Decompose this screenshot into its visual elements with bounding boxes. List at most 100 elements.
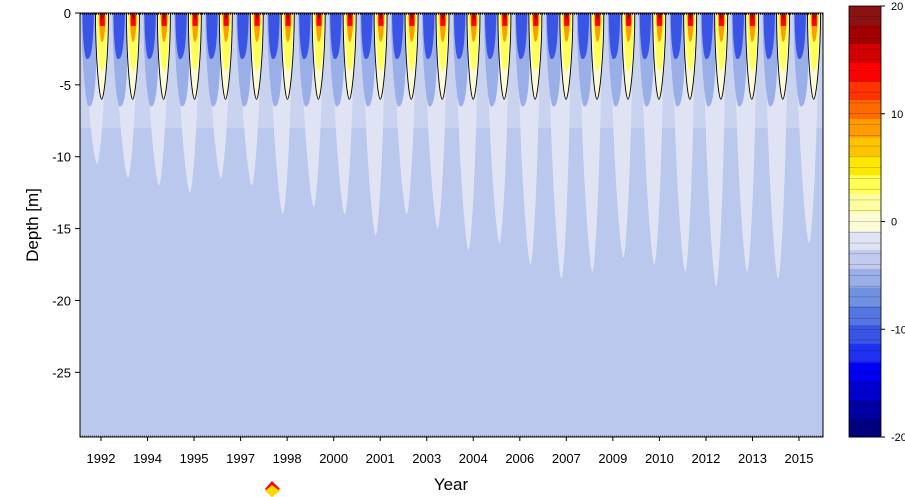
summer-darkred-11 (441, 13, 445, 19)
summer-red-19 (688, 13, 693, 26)
colorbar-segment-14 (849, 155, 881, 176)
zero-contour-lines (95, 12, 821, 100)
summer-darkred-23 (813, 13, 816, 19)
colorbar-tick-label-0: 20 (891, 1, 903, 13)
zero-contour-9 (373, 12, 388, 100)
y-tick-label-4: -20 (52, 293, 71, 308)
summer-darkred-22 (782, 13, 785, 19)
zero-contour-15 (559, 12, 574, 100)
x-tick-label-9: 2006 (505, 451, 534, 466)
summer-red-0 (99, 13, 105, 26)
colorbar-segment-3 (849, 362, 881, 382)
winter-strong-blue-16 (577, 13, 590, 59)
summer-darkred-21 (751, 13, 754, 19)
summer-darkred-8 (348, 13, 352, 19)
zero-contour-23 (807, 12, 821, 100)
summer-darkred-6 (286, 13, 290, 19)
zero-contour-18 (652, 12, 667, 100)
summer-red-17 (626, 13, 632, 26)
summer-darkred-17 (627, 13, 630, 19)
colorbar-segment-15 (849, 137, 881, 157)
y-tick-label-3: -15 (52, 222, 71, 237)
winter-strong-blue-3 (175, 13, 187, 59)
colorbar-tick-label-1: 10 (891, 109, 903, 121)
zero-contour-16 (590, 12, 605, 100)
winter-strong-blue-1 (113, 13, 125, 59)
winter-strong-blue-7 (299, 13, 311, 59)
summer-red-23 (811, 13, 817, 26)
summer-darkred-3 (193, 13, 197, 19)
cursor-marker-icon (265, 481, 280, 497)
summer-darkred-19 (689, 13, 692, 19)
winter-strong-blue-17 (608, 13, 621, 59)
summer-red-10 (409, 13, 415, 26)
winter-strong-blue-18 (639, 13, 652, 59)
colorbar-segment-6 (849, 305, 881, 326)
colorbar-segment-19 (849, 62, 881, 82)
summer-darkred-1 (132, 13, 135, 19)
x-tick-label-11: 2009 (598, 451, 627, 466)
summer-red-4 (223, 13, 229, 26)
winter-strong-blue-22 (763, 13, 776, 59)
summer-darkred-9 (379, 13, 383, 19)
zero-contour-12 (466, 12, 481, 100)
colorbar-tick-label-4: -20 (891, 432, 905, 444)
zero-contour-7 (311, 12, 326, 100)
winter-strong-blue-9 (361, 13, 373, 59)
colorbar-tick-label-2: 0 (891, 217, 897, 229)
summer-red-6 (285, 13, 291, 26)
colorbar-segment-22 (849, 6, 881, 26)
summer-red-9 (378, 13, 384, 26)
summer-darkred-18 (658, 13, 661, 19)
summer-red-15 (564, 13, 570, 26)
zero-contour-0 (95, 12, 109, 100)
summer-darkred-14 (534, 13, 537, 19)
zero-contour-22 (776, 12, 791, 100)
winter-strong-blue-2 (144, 13, 156, 59)
summer-darkred-7 (317, 13, 321, 19)
x-tick-label-12: 2010 (645, 451, 674, 466)
colorbar-segment-9 (849, 249, 881, 269)
zero-contour-1 (125, 12, 140, 100)
summer-darkred-4 (224, 13, 228, 19)
y-tick-label-2: -10 (52, 150, 71, 165)
y-tick-label-5: -25 (52, 365, 71, 380)
zero-contour-8 (342, 12, 357, 100)
colorbar-segment-7 (849, 287, 881, 307)
x-tick-label-15: 2015 (785, 451, 814, 466)
summer-darkred-16 (596, 13, 599, 19)
winter-strong-blue-4 (206, 13, 218, 59)
colorbar-segment-20 (849, 43, 881, 63)
summer-red-13 (502, 13, 508, 26)
summer-red-14 (533, 13, 539, 26)
zero-contour-14 (528, 12, 543, 100)
zero-contour-4 (218, 12, 233, 100)
zero-contour-6 (280, 12, 295, 100)
colorbar-segment-13 (849, 174, 881, 194)
winter-strong-blue-0 (82, 13, 94, 59)
winter-strong-blue-13 (484, 13, 497, 59)
zero-contour-21 (745, 12, 760, 100)
colorbar-segment-4 (849, 343, 881, 363)
x-tick-label-7: 2003 (412, 451, 441, 466)
summer-red-16 (595, 13, 601, 26)
winter-strong-blue-5 (237, 13, 249, 59)
colorbar-segment-18 (849, 80, 881, 101)
upper-layer-band (80, 13, 823, 128)
summer-red-21 (749, 13, 755, 26)
summer-darkred-20 (720, 13, 723, 19)
summer-red-11 (440, 13, 446, 26)
y-tick-label-1: -5 (59, 78, 71, 93)
zero-contour-10 (404, 12, 419, 100)
colorbar-segment-12 (849, 193, 881, 213)
winter-strong-blue-15 (546, 13, 559, 59)
x-tick-label-4: 1998 (273, 451, 302, 466)
x-axis: 1992 1994 1995 1997 1998 2000 2001 2003 2004 2006… (87, 437, 814, 466)
zero-contour-17 (621, 12, 636, 100)
x-tick-label-13: 2012 (691, 451, 720, 466)
summer-red-5 (254, 13, 260, 26)
colorbar-tick-label-3: -10 (891, 324, 905, 336)
winter-strong-blue-8 (330, 13, 342, 59)
zero-contour-5 (249, 12, 264, 100)
